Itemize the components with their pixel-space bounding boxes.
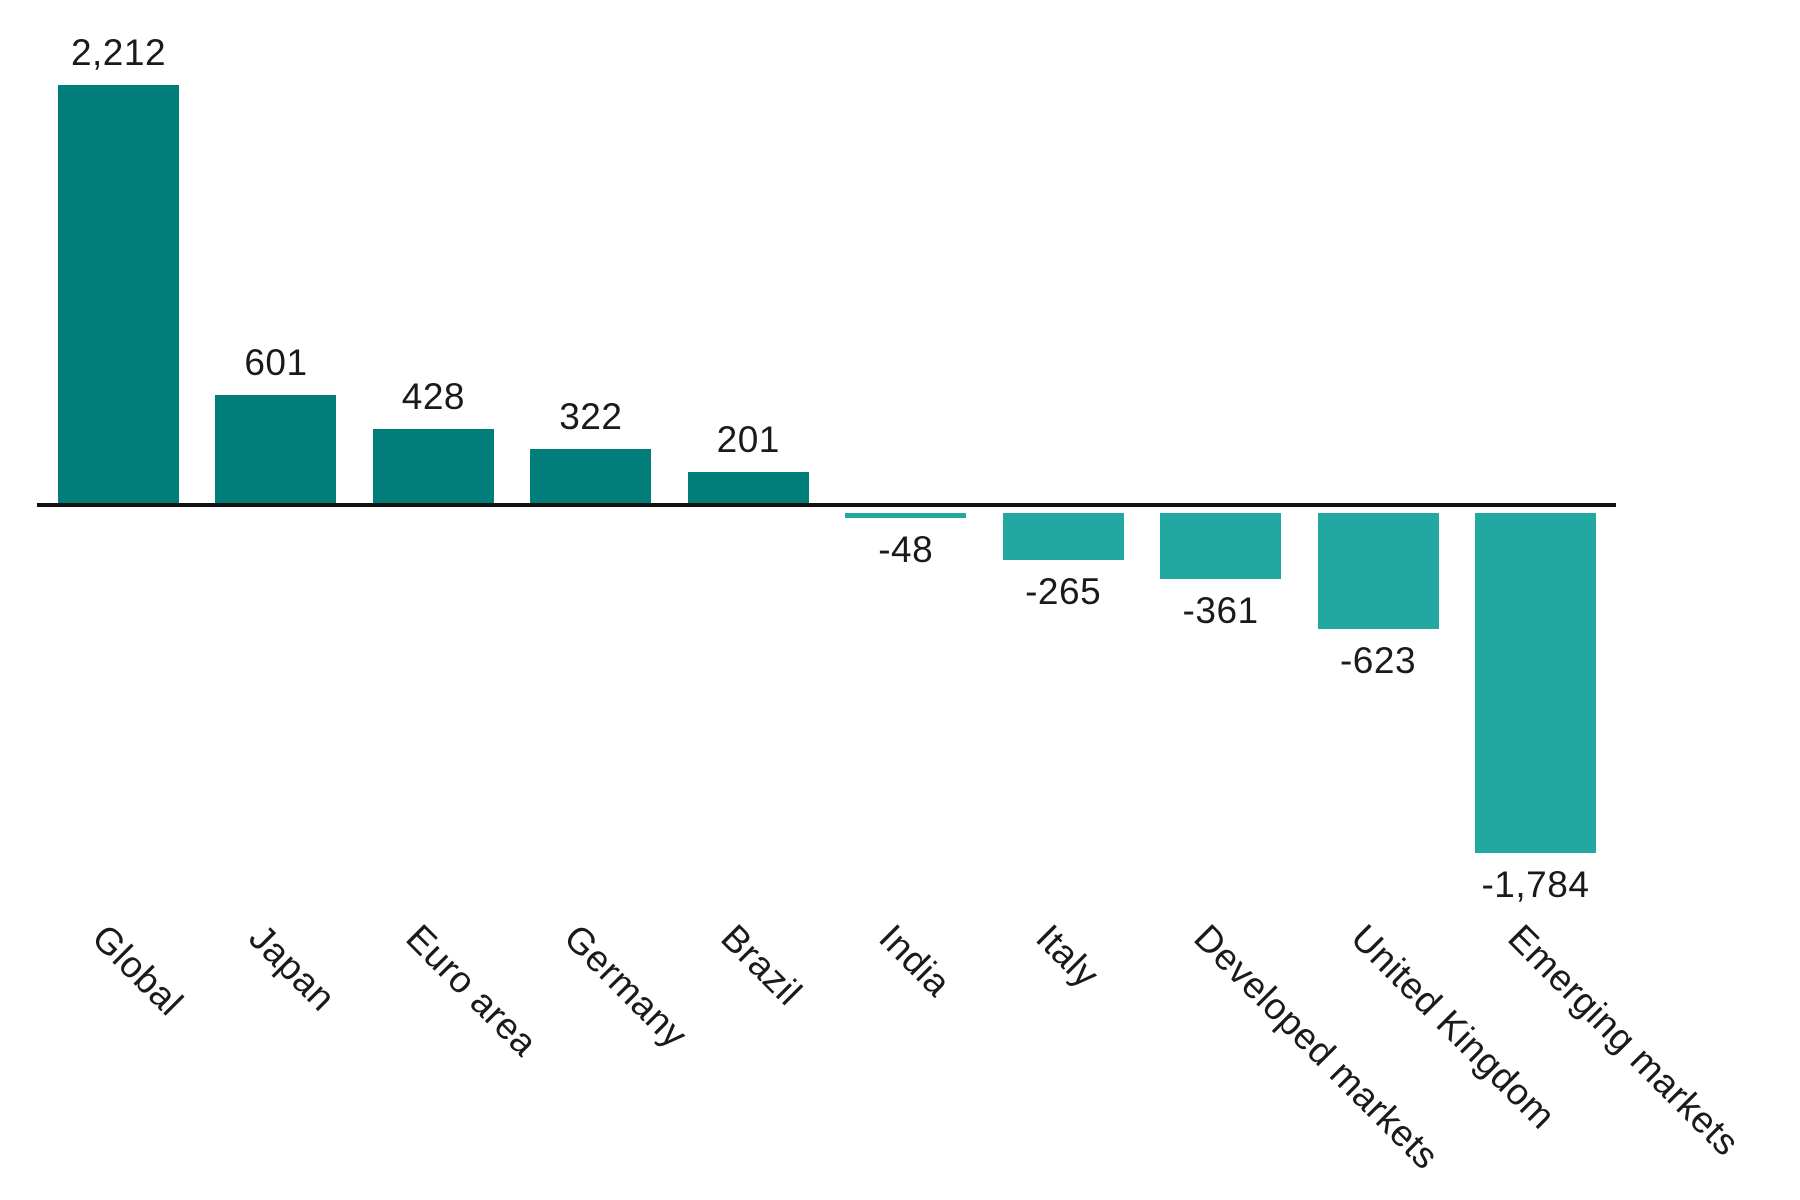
value-label-developed-markets: -361 <box>1182 589 1259 631</box>
value-label-japan: 601 <box>244 342 308 384</box>
category-label-global: Global <box>83 916 191 1024</box>
bar-brazil <box>685 470 811 509</box>
category-label-euro-area: Euro area <box>398 916 546 1064</box>
bar-global <box>56 83 181 509</box>
category-label-india: India <box>870 916 959 1005</box>
category-label-germany: Germany <box>556 916 696 1056</box>
bar-germany <box>528 446 654 509</box>
category-label-italy: Italy <box>1028 916 1108 996</box>
value-label-global: 2,212 <box>70 32 167 73</box>
value-label-united-kingdom: -623 <box>1339 639 1417 681</box>
value-label-euro-area: 428 <box>401 375 465 417</box>
value-label-brazil: 201 <box>716 419 780 461</box>
bar-india <box>843 511 969 521</box>
category-label-brazil: Brazil <box>713 916 811 1014</box>
bar-euro-area <box>370 426 496 509</box>
value-label-italy: -265 <box>1025 571 1102 613</box>
bar-united-kingdom <box>1315 511 1441 631</box>
bar-italy <box>1000 511 1126 563</box>
category-label-japan: Japan <box>241 916 344 1019</box>
bar-emerging-markets <box>1472 511 1598 855</box>
value-label-emerging-markets: -1,784 <box>1481 863 1590 905</box>
x-axis-zero-line <box>37 503 1616 507</box>
value-label-india: -48 <box>878 529 934 571</box>
bar-developed-markets <box>1158 511 1284 581</box>
value-label-germany: 322 <box>559 395 623 437</box>
bar-japan <box>213 393 339 509</box>
